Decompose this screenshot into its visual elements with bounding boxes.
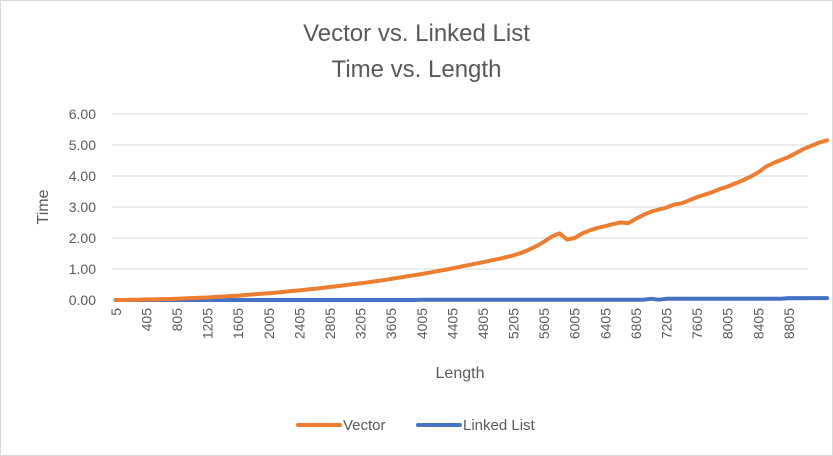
y-tick-label: 4.00: [69, 168, 96, 184]
y-tick-label: 2.00: [69, 230, 96, 246]
chart-title-line1: Vector vs. Linked List: [303, 20, 530, 47]
x-tick-label: 1605: [230, 308, 246, 339]
x-tick-label: 805: [169, 308, 185, 332]
x-axis-title: Length: [436, 365, 485, 382]
x-tick-label: 7205: [659, 308, 675, 339]
x-tick-label: 4405: [444, 308, 460, 339]
x-tick-label: 6405: [597, 308, 613, 339]
x-tick-label: 405: [138, 308, 154, 332]
x-tick-label: 3205: [353, 308, 369, 339]
series-line-linked-list: [113, 296, 830, 302]
x-tick-label: 8405: [750, 308, 766, 339]
x-tick-label: 7605: [689, 308, 705, 339]
chart-title-line2: Time vs. Length: [331, 56, 502, 83]
series-line-vector: [113, 138, 830, 302]
y-tick-label: 5.00: [69, 137, 96, 153]
y-axis-title: Time: [35, 189, 52, 224]
gridlines: [112, 113, 808, 301]
y-tick-label: 1.00: [69, 261, 96, 277]
x-tick-label: 1205: [200, 308, 216, 339]
y-tick-labels: 0.00 1.00 2.00 3.00 4.00 5.00 6.00: [69, 106, 96, 308]
x-tick-label: 5605: [536, 308, 552, 339]
x-tick-label: 5: [108, 308, 124, 316]
y-tick-label: 6.00: [69, 106, 96, 122]
x-tick-label: 6805: [628, 308, 644, 339]
y-tick-label: 0.00: [69, 292, 96, 308]
legend-label: Vector: [343, 417, 386, 434]
x-tick-label: 2005: [261, 308, 277, 339]
x-tick-label: 3605: [383, 308, 399, 339]
x-tick-label: 6005: [567, 308, 583, 339]
x-tick-label: 4805: [475, 308, 491, 339]
x-tick-label: 8805: [781, 308, 797, 339]
y-tick-label: 3.00: [69, 199, 96, 215]
x-tick-label: 4005: [414, 308, 430, 339]
legend-label: Linked List: [463, 417, 536, 434]
x-tick-label: 8005: [720, 308, 736, 339]
x-tick-label: 5205: [506, 308, 522, 339]
legend: Vector Linked List: [296, 417, 536, 434]
series-lines: [113, 138, 830, 302]
x-tick-label: 2405: [291, 308, 307, 339]
x-tick-label: 2805: [322, 308, 338, 339]
x-tick-labels: 5 405 805 1205 1605 2005 2405 2805 3205 3605 4005 4…: [108, 308, 797, 339]
